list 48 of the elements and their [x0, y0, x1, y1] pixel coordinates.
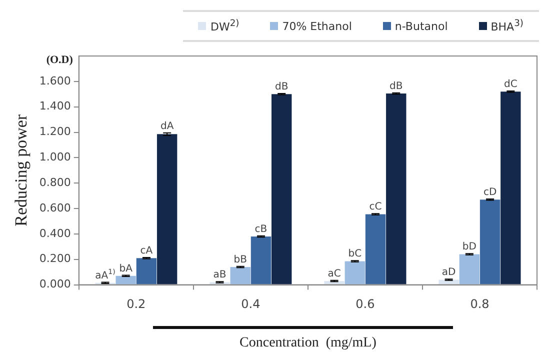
y-tick-label: 0.200 [39, 252, 71, 266]
bar [156, 134, 178, 284]
data-label: bC [348, 248, 362, 260]
data-label: dB [390, 80, 403, 92]
data-label: cC [369, 202, 382, 213]
bar [500, 92, 521, 284]
data-label: cB [254, 224, 268, 235]
x-axis-title: Concentration (mg/mL) [240, 335, 377, 350]
legend-label: BHA$^{3)}$ [490, 18, 524, 34]
bar [386, 94, 406, 284]
y-tick-label: 0.000 [39, 278, 71, 291]
bar [116, 276, 136, 284]
y-tick-label: 1.600 [39, 74, 71, 88]
bar [272, 94, 292, 284]
x-tick-label: 0.2 [126, 297, 146, 312]
legend-label: n-Butanol [394, 20, 448, 32]
data-label: cA [140, 245, 153, 256]
y-tick-label: 1.200 [39, 125, 71, 138]
data-label: dC [504, 78, 518, 90]
data-label: dA [160, 120, 174, 132]
bar [438, 280, 459, 284]
data-label: dB [275, 82, 288, 92]
y-tick-label: 1.000 [39, 150, 71, 164]
legend-label: DW$^{2)}$ [210, 18, 240, 34]
y-tick-label: 0.400 [39, 226, 71, 240]
data-label: aC [328, 268, 341, 280]
bar [250, 236, 272, 284]
y-axis-title: Reducing power [12, 114, 31, 226]
y-tick-label: 0.600 [39, 201, 71, 214]
y-tick-label: 0.800 [39, 176, 71, 189]
bar [365, 214, 386, 284]
data-label: bA [119, 263, 133, 274]
bar [344, 261, 366, 284]
bar [480, 200, 500, 284]
data-label: bB [234, 254, 248, 266]
data-label: bD [462, 242, 477, 253]
x-tick-label: 0.4 [241, 297, 260, 312]
bar [459, 254, 480, 284]
data-label: aD [442, 267, 456, 278]
bar [230, 267, 250, 284]
data-label: cD [483, 187, 497, 198]
data-label: aB [213, 270, 226, 281]
x-tick-label: 0.8 [470, 297, 490, 312]
y-tick-label: 1.400 [39, 100, 71, 113]
x-tick-label: 0.6 [356, 297, 375, 312]
bar [136, 258, 157, 284]
legend-label: 70% Ethanol [282, 20, 352, 32]
text: (O.D) [46, 54, 74, 66]
